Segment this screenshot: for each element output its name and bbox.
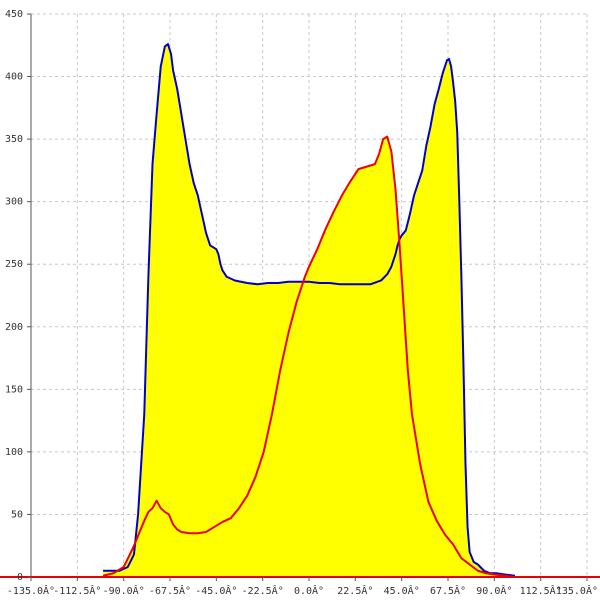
x-tick-label: -90.0Â° (103, 584, 145, 597)
x-tick-label: 135.0Â° (556, 584, 598, 597)
x-tick-label: 112.5Â° (520, 584, 562, 597)
series-1-line (103, 43, 516, 577)
x-tick-label: 67.5Â° (430, 584, 466, 597)
tick-labels: 0 50 100 150 200 250 300 350 400 450 -135.0Â°-112.… (5, 9, 598, 597)
series-2-area (103, 136, 515, 577)
y-tick-label: 350 (5, 134, 23, 145)
y-tick-label: 400 (5, 72, 23, 83)
x-tick-label: 22.5Â° (337, 584, 373, 597)
y-tick-label: 450 (5, 9, 23, 20)
fill-layer (103, 44, 515, 577)
series-2-line (102, 135, 516, 578)
x-tick-label: 0.0Â° (294, 584, 324, 597)
x-tick-label: -45.0Â° (195, 584, 237, 597)
x-tick-label: -67.5Â° (149, 584, 191, 597)
y-tick-label: 0 (17, 572, 23, 583)
x-tick-label: 90.0Â° (476, 584, 512, 597)
y-tick-label: 50 (11, 509, 23, 520)
x-tick-label: -135.0Â° (7, 584, 55, 597)
y-tick-label: 200 (5, 322, 23, 333)
x-tick-label: 45.0Â° (384, 584, 420, 597)
x-tick-label: -112.5Â° (53, 584, 101, 597)
y-tick-label: 250 (5, 259, 23, 270)
series-lines (102, 43, 516, 578)
x-tick-label: -22.5Â° (242, 584, 284, 597)
y-tick-label: 100 (5, 447, 23, 458)
y-tick-label: 300 (5, 197, 23, 208)
axes (0, 13, 600, 581)
y-tick-label: 150 (5, 384, 23, 395)
